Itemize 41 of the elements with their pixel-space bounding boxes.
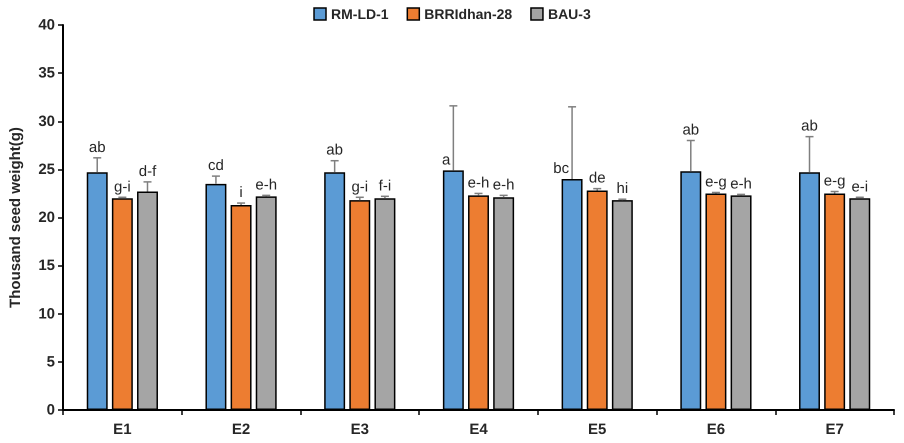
- x-tick-label: E3: [350, 421, 369, 438]
- data-label: e-h: [492, 176, 514, 194]
- x-tick-label: E2: [232, 421, 250, 438]
- data-label: cd: [208, 157, 224, 174]
- y-axis-title: Thousand seed weight(g): [7, 127, 24, 308]
- data-label: e-h: [255, 176, 278, 194]
- y-tick-label: 0: [46, 402, 55, 418]
- x-tick-label: E6: [706, 421, 726, 438]
- data-label: f-i: [378, 177, 392, 194]
- data-label: i: [239, 184, 243, 202]
- y-tick-label: 15: [38, 257, 55, 274]
- data-label: de: [588, 170, 606, 187]
- data-label: ab: [326, 142, 343, 159]
- x-tick-label: E4: [469, 421, 488, 438]
- y-tick-label: 30: [38, 112, 55, 130]
- data-label: ab: [801, 118, 818, 135]
- data-label: e-h: [730, 175, 752, 192]
- y-tick-label: 25: [38, 160, 55, 178]
- data-label: ab: [682, 122, 700, 138]
- data-label: d-f: [138, 162, 158, 180]
- x-tick-label: E1: [113, 421, 132, 438]
- data-label: ab: [88, 138, 106, 156]
- y-tick-label: 20: [38, 209, 55, 226]
- data-label: a: [442, 151, 452, 168]
- y-tick-label: 5: [46, 353, 55, 370]
- legend-label: BAU-3: [548, 6, 591, 22]
- x-tick-label: E7: [825, 421, 844, 438]
- y-tick-label: 40: [38, 16, 55, 34]
- data-label: e-i: [851, 178, 868, 196]
- data-label: e-g: [824, 172, 846, 190]
- data-label: hi: [616, 180, 628, 198]
- legend-label: RM-LD-1: [331, 6, 389, 22]
- y-tick-label: 35: [38, 64, 55, 82]
- data-label: g-i: [351, 178, 368, 196]
- y-tick-label: 10: [38, 305, 55, 322]
- legend-label: BRRIdhan-28: [424, 6, 512, 22]
- x-tick-label: E5: [588, 421, 606, 438]
- data-label: e-h: [468, 174, 490, 192]
- data-label: bc: [553, 160, 570, 177]
- data-label: e-g: [705, 173, 727, 190]
- data-label: g-i: [114, 178, 131, 196]
